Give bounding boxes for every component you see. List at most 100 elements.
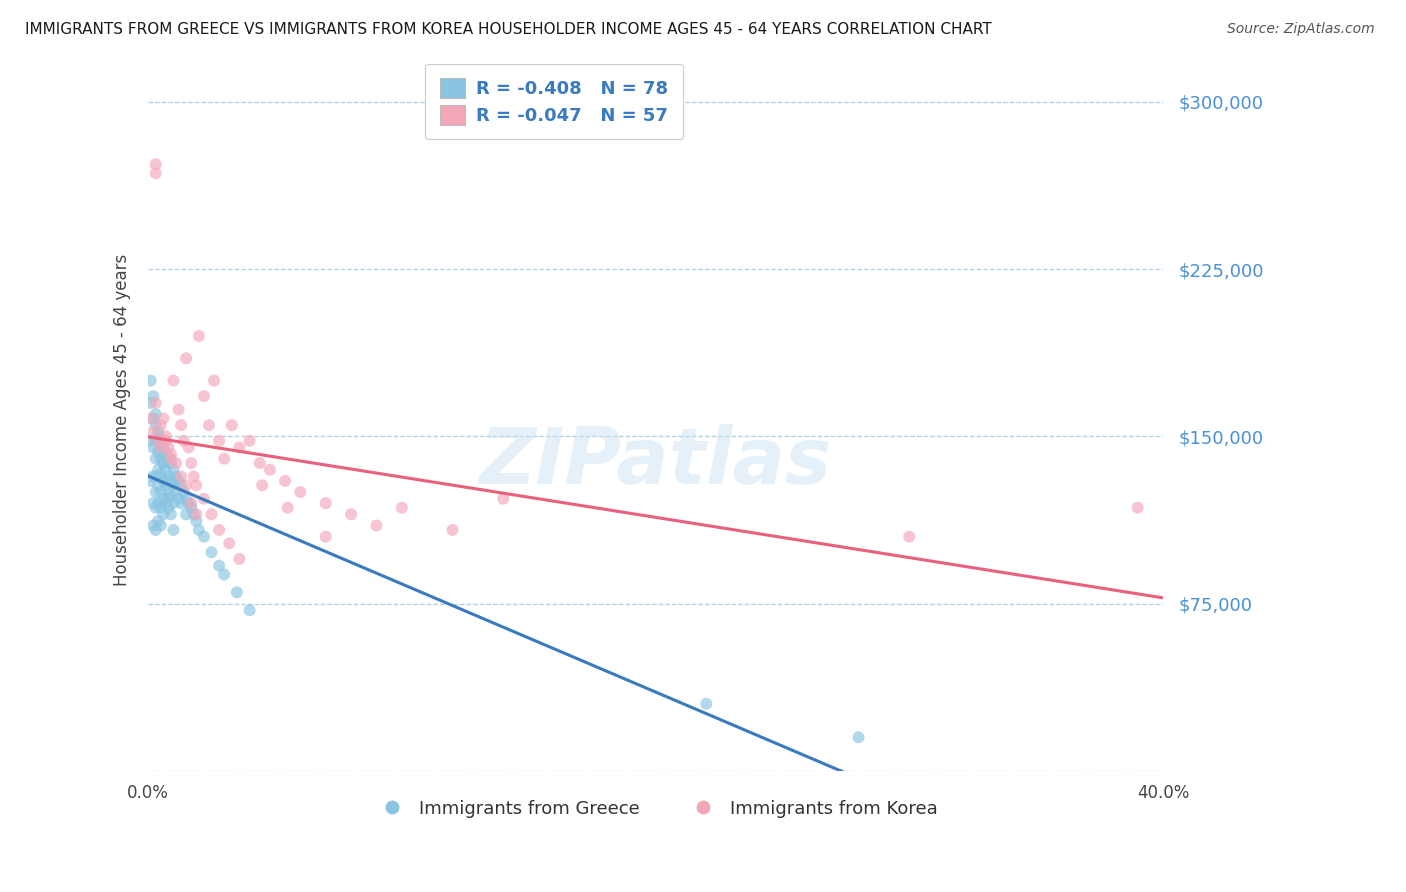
Point bbox=[155, 474, 177, 488]
Point bbox=[149, 434, 172, 448]
Point bbox=[152, 411, 174, 425]
Point bbox=[152, 441, 174, 455]
Point bbox=[157, 485, 180, 500]
Point bbox=[228, 441, 250, 455]
Point bbox=[152, 456, 174, 470]
Point bbox=[142, 518, 165, 533]
Point bbox=[157, 500, 180, 515]
Point bbox=[155, 429, 177, 443]
Point bbox=[239, 434, 262, 448]
Point bbox=[139, 374, 162, 388]
Point bbox=[142, 425, 165, 439]
Point bbox=[139, 396, 162, 410]
Point bbox=[145, 418, 167, 433]
Point bbox=[848, 731, 870, 745]
Text: IMMIGRANTS FROM GREECE VS IMMIGRANTS FROM KOREA HOUSEHOLDER INCOME AGES 45 - 64 : IMMIGRANTS FROM GREECE VS IMMIGRANTS FRO… bbox=[25, 22, 993, 37]
Point bbox=[208, 434, 231, 448]
Point bbox=[162, 523, 184, 537]
Point bbox=[152, 474, 174, 488]
Point bbox=[277, 500, 299, 515]
Point bbox=[492, 491, 515, 506]
Point bbox=[162, 374, 184, 388]
Point bbox=[252, 478, 274, 492]
Point bbox=[239, 603, 262, 617]
Point bbox=[145, 485, 167, 500]
Point bbox=[149, 441, 172, 455]
Point bbox=[139, 474, 162, 488]
Point bbox=[157, 451, 180, 466]
Point bbox=[145, 166, 167, 180]
Point bbox=[193, 389, 215, 403]
Point bbox=[148, 514, 170, 528]
Point bbox=[183, 469, 205, 483]
Point bbox=[208, 558, 231, 573]
Point bbox=[193, 491, 215, 506]
Point bbox=[173, 434, 195, 448]
Point bbox=[170, 478, 193, 492]
Point bbox=[441, 523, 464, 537]
Point bbox=[186, 478, 208, 492]
Point bbox=[142, 469, 165, 483]
Point bbox=[149, 518, 172, 533]
Point bbox=[274, 474, 297, 488]
Point bbox=[180, 496, 202, 510]
Point bbox=[218, 536, 240, 550]
Point bbox=[1126, 500, 1149, 515]
Point bbox=[162, 463, 184, 477]
Point bbox=[148, 425, 170, 439]
Point bbox=[139, 411, 162, 425]
Point bbox=[165, 485, 187, 500]
Point bbox=[170, 469, 193, 483]
Point bbox=[200, 545, 222, 559]
Point bbox=[225, 585, 247, 599]
Point bbox=[170, 496, 193, 510]
Point bbox=[142, 496, 165, 510]
Point bbox=[165, 456, 187, 470]
Point bbox=[183, 508, 205, 522]
Point bbox=[174, 491, 197, 506]
Point bbox=[152, 456, 174, 470]
Point bbox=[177, 496, 200, 510]
Point bbox=[142, 441, 165, 455]
Point bbox=[212, 451, 235, 466]
Point bbox=[221, 418, 243, 433]
Point bbox=[155, 496, 177, 510]
Point bbox=[142, 389, 165, 403]
Point bbox=[145, 451, 167, 466]
Point bbox=[160, 451, 183, 466]
Point bbox=[290, 485, 312, 500]
Point bbox=[155, 463, 177, 477]
Point bbox=[145, 469, 167, 483]
Point bbox=[148, 445, 170, 459]
Point bbox=[200, 508, 222, 522]
Point bbox=[315, 530, 337, 544]
Point bbox=[167, 402, 190, 417]
Point bbox=[160, 447, 183, 461]
Point bbox=[139, 434, 162, 448]
Point bbox=[212, 567, 235, 582]
Point bbox=[145, 157, 167, 171]
Point bbox=[149, 451, 172, 466]
Point bbox=[155, 478, 177, 492]
Point bbox=[173, 485, 195, 500]
Point bbox=[157, 441, 180, 455]
Point bbox=[167, 474, 190, 488]
Point bbox=[162, 478, 184, 492]
Point bbox=[155, 447, 177, 461]
Text: ZIPatlas: ZIPatlas bbox=[479, 424, 832, 500]
Legend: Immigrants from Greece, Immigrants from Korea: Immigrants from Greece, Immigrants from … bbox=[367, 792, 945, 825]
Point bbox=[366, 518, 388, 533]
Point bbox=[160, 474, 183, 488]
Point bbox=[202, 374, 225, 388]
Point bbox=[145, 396, 167, 410]
Point bbox=[152, 491, 174, 506]
Point bbox=[142, 411, 165, 425]
Point bbox=[165, 469, 187, 483]
Point bbox=[193, 530, 215, 544]
Point bbox=[160, 456, 183, 470]
Point bbox=[157, 491, 180, 506]
Point bbox=[180, 500, 202, 515]
Point bbox=[145, 407, 167, 421]
Text: Source: ZipAtlas.com: Source: ZipAtlas.com bbox=[1227, 22, 1375, 37]
Point bbox=[167, 491, 190, 506]
